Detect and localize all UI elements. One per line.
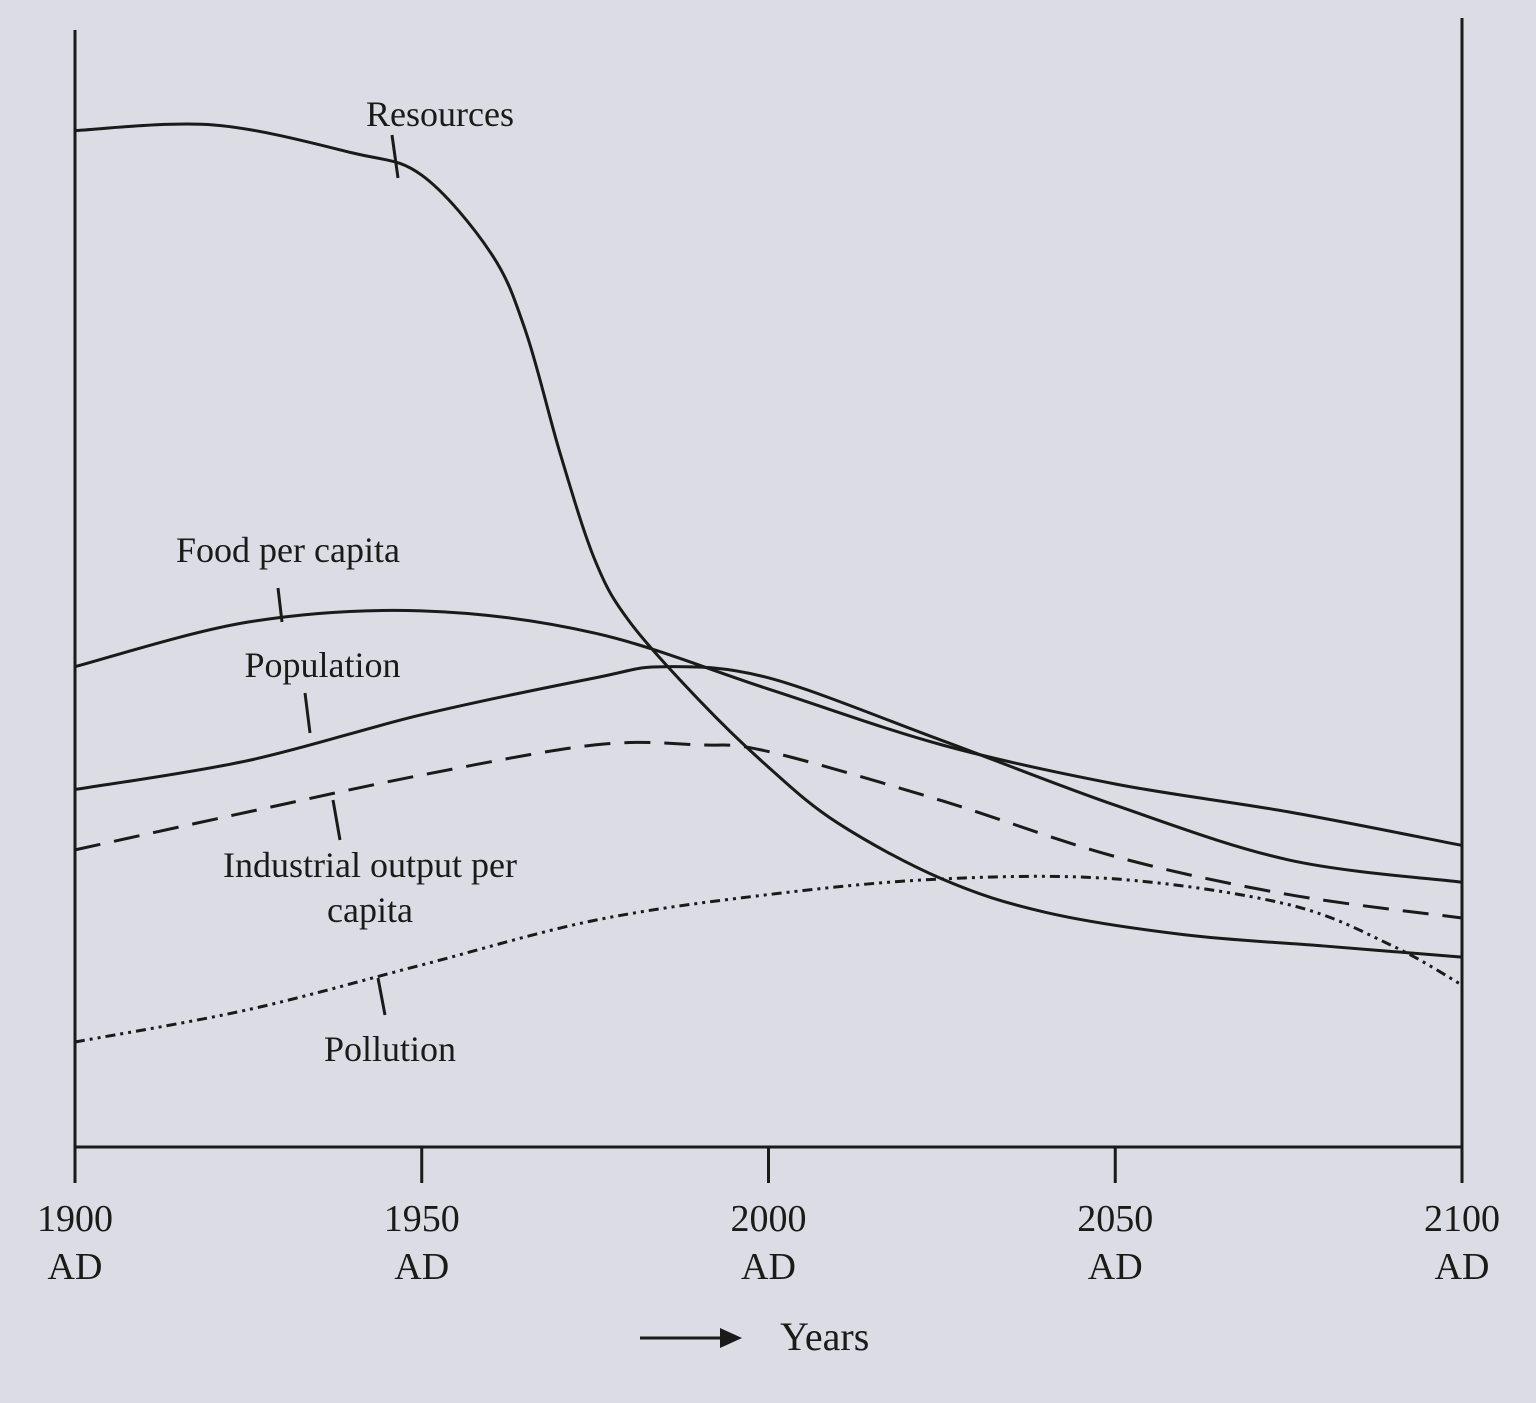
x-tick-label: 1900 AD — [37, 1198, 113, 1288]
series-label: Food per capita — [176, 530, 400, 570]
leader-line — [303, 692, 312, 734]
x-tick-label: 2100 AD — [1424, 1198, 1500, 1288]
x-tick-label: 1950 AD — [383, 1198, 460, 1288]
series-line — [74, 608, 1463, 847]
leader-line — [276, 587, 284, 623]
x-tick-label: 2000 AD — [730, 1198, 807, 1288]
series-line — [74, 874, 1463, 1044]
leader-line — [376, 977, 387, 1016]
x-axis-arrow — [640, 1328, 742, 1348]
series-label: Industrial output per capita — [223, 845, 517, 930]
leader-line — [331, 799, 342, 841]
series-line — [74, 665, 1463, 884]
leader-line — [390, 134, 400, 179]
x-axis-label: Years — [780, 1314, 870, 1359]
series-line — [74, 122, 1463, 959]
series-label: Resources — [366, 94, 514, 134]
series-label: Pollution — [323, 1029, 457, 1069]
series-line — [74, 740, 1463, 920]
x-tick-label: 2050 AD — [1077, 1198, 1154, 1288]
series-label: Population — [244, 645, 401, 685]
